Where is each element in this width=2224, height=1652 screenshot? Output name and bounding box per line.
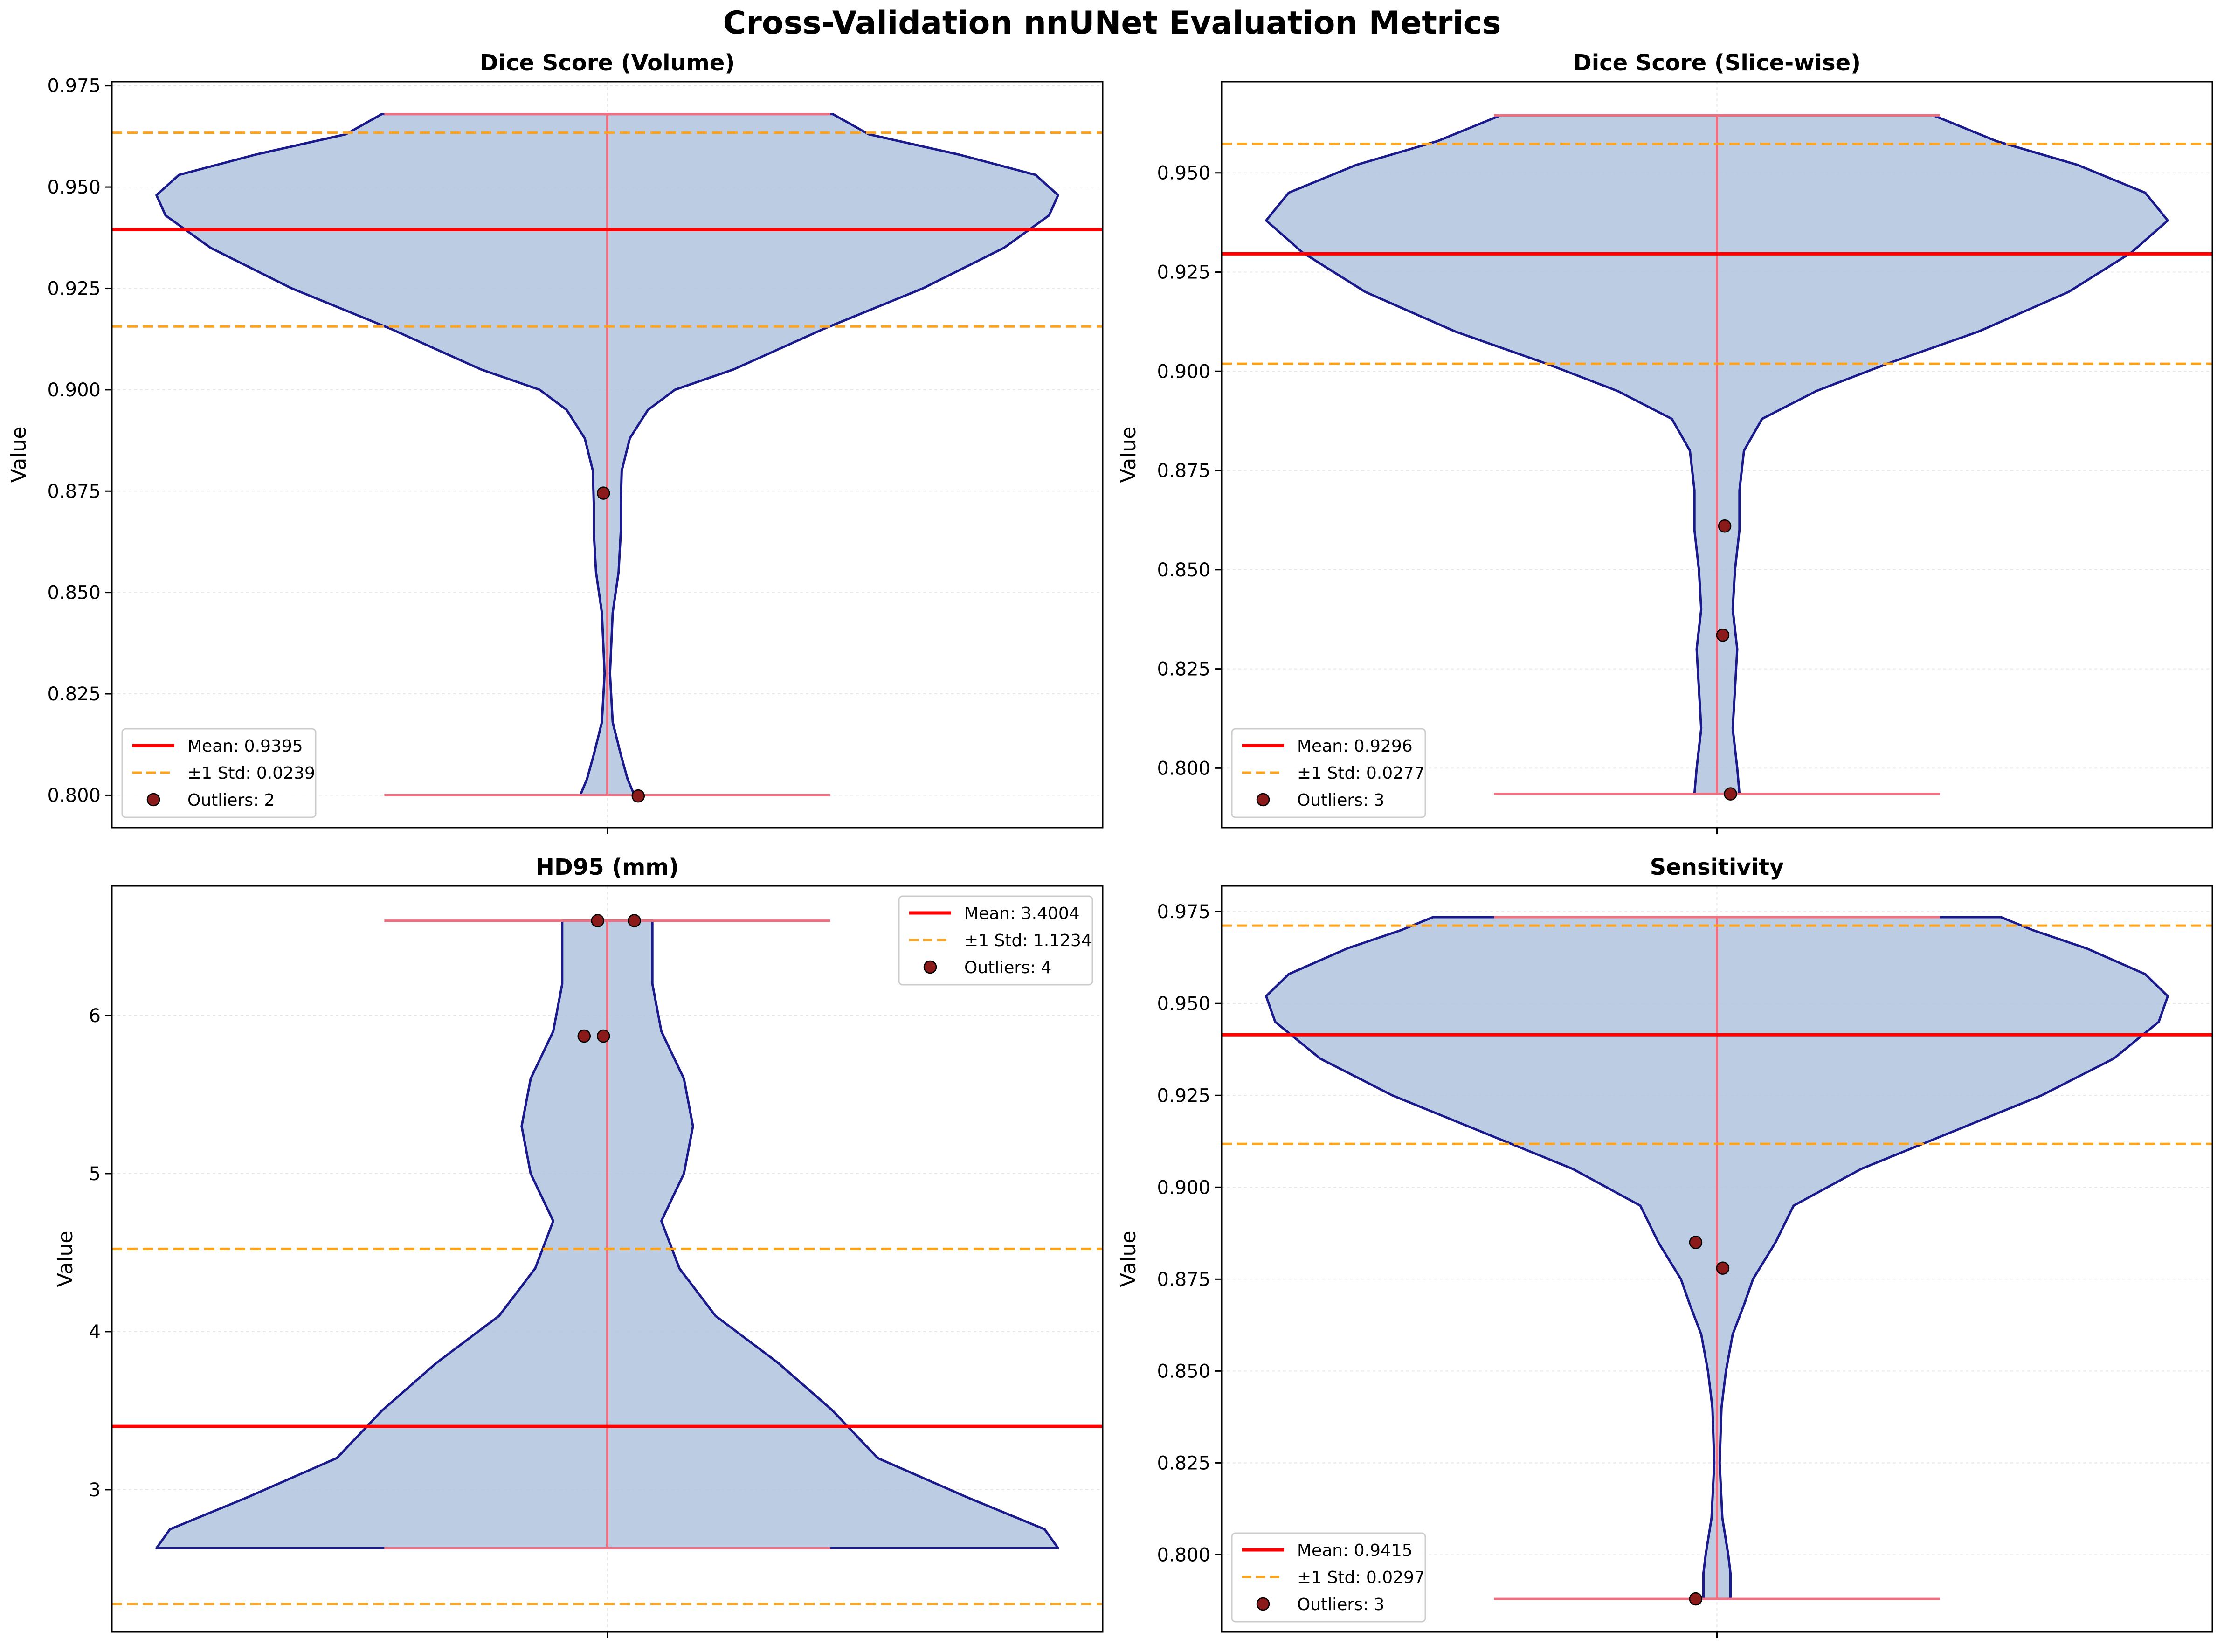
y-tick-label: 0.825 — [1157, 659, 1210, 680]
y-tick-label: 0.975 — [1157, 901, 1210, 923]
y-tick-label: 0.950 — [47, 177, 101, 198]
legend: Mean: 3.4004 ±1 Std: 1.1234 Outliers: 4 — [898, 895, 1093, 986]
y-tick-label: 0.850 — [1157, 560, 1210, 581]
outlier-point — [1718, 519, 1732, 533]
y-tick-label: 0.925 — [47, 278, 101, 299]
y-tick-label: 0.875 — [47, 481, 101, 502]
y-tick-label: 0.950 — [1157, 993, 1210, 1015]
y-tick-label: 0.800 — [1157, 758, 1210, 779]
legend-label: ±1 Std: 0.0239 — [187, 764, 315, 783]
outlier-point — [1724, 787, 1737, 801]
legend-outlier-handle — [146, 793, 160, 807]
y-tick-label: 0.925 — [1157, 262, 1210, 283]
chart-title: Dice Score (Volume) — [480, 50, 735, 76]
legend-label: ±1 Std: 0.0277 — [1297, 764, 1425, 783]
y-tick-label: 0.825 — [47, 684, 101, 705]
y-tick-label: 0.850 — [47, 582, 101, 604]
y-tick-label: 0.800 — [1157, 1544, 1210, 1566]
legend-box — [1231, 1532, 1426, 1623]
outlier-point — [631, 789, 645, 803]
y-tick-label: 0.950 — [1157, 163, 1210, 184]
legend-box — [121, 728, 317, 818]
legend-label: Mean: 0.9415 — [1297, 1541, 1413, 1560]
legend-label: Mean: 0.9395 — [187, 737, 303, 756]
legend: Mean: 0.9415 ±1 Std: 0.0297 Outliers: 3 — [1231, 1532, 1426, 1623]
legend-label: Outliers: 4 — [964, 958, 1051, 977]
y-axis-label: Value — [54, 1231, 77, 1287]
y-tick-label: 0.875 — [1157, 460, 1210, 482]
y-axis-label: Value — [1117, 427, 1140, 483]
legend-box — [1231, 728, 1426, 818]
y-tick-label: 0.875 — [1157, 1269, 1210, 1290]
outlier-point — [1716, 628, 1730, 642]
outlier-point — [628, 914, 641, 927]
legend-outlier-handle — [923, 960, 937, 974]
y-tick-label: 0.850 — [1157, 1361, 1210, 1382]
legend-outlier-handle — [1256, 1597, 1270, 1611]
legend-label: Outliers: 3 — [1297, 791, 1384, 810]
legend-label: ±1 Std: 0.0297 — [1297, 1568, 1425, 1587]
y-axis-label: Value — [7, 427, 31, 483]
outlier-point — [1716, 1261, 1730, 1275]
y-tick-label: 0.975 — [47, 76, 101, 97]
y-tick-label: 0.800 — [47, 785, 101, 806]
outlier-point — [596, 1029, 610, 1043]
outlier-point — [1689, 1592, 1703, 1606]
y-tick-label: 4 — [89, 1321, 101, 1343]
y-tick-label: 0.925 — [1157, 1085, 1210, 1106]
chart-title: HD95 (mm) — [536, 854, 679, 880]
legend-label: Outliers: 3 — [1297, 1595, 1384, 1614]
y-tick-label: 0.900 — [1157, 361, 1210, 382]
chart-panel: 3 4 5 6 HD95 (mm) Value Mean: 3.4004 ±1 Std: 1.… — [54, 854, 1104, 1638]
chart-panel: 0.800 0.825 0.850 0.875 0.900 0.925 0.950 0.975… — [7, 50, 1104, 834]
chart-panel: 0.800 0.825 0.850 0.875 0.900 0.925 0.950 0.975… — [1117, 854, 2213, 1638]
y-axis-label: Value — [1117, 1231, 1140, 1287]
legend: Mean: 0.9296 ±1 Std: 0.0277 Outliers: 3 — [1231, 728, 1426, 818]
figure-title: Cross-Validation nnUNet Evaluation Metri… — [723, 5, 1501, 41]
chart-title: Dice Score (Slice-wise) — [1573, 50, 1861, 76]
y-tick-label: 0.900 — [47, 380, 101, 401]
chart-panel: 0.800 0.825 0.850 0.875 0.900 0.925 0.950 Dice … — [1117, 50, 2213, 834]
chart-title: Sensitivity — [1650, 854, 1784, 880]
legend-label: Outliers: 2 — [187, 791, 275, 810]
outlier-point — [577, 1029, 591, 1043]
y-tick-label: 3 — [89, 1479, 101, 1501]
y-tick-label: 5 — [89, 1163, 101, 1185]
legend-outlier-handle — [1256, 793, 1270, 807]
outlier-point — [1689, 1236, 1703, 1249]
y-tick-label: 0.900 — [1157, 1177, 1210, 1198]
legend-label: Mean: 3.4004 — [964, 904, 1080, 923]
outlier-point — [596, 486, 610, 500]
outlier-point — [591, 914, 605, 927]
y-tick-label: 0.825 — [1157, 1452, 1210, 1474]
legend-label: ±1 Std: 1.1234 — [964, 931, 1092, 950]
y-tick-label: 6 — [89, 1005, 101, 1027]
legend: Mean: 0.9395 ±1 Std: 0.0239 Outliers: 2 — [121, 728, 317, 818]
legend-label: Mean: 0.9296 — [1297, 737, 1413, 756]
legend-box — [898, 895, 1093, 986]
